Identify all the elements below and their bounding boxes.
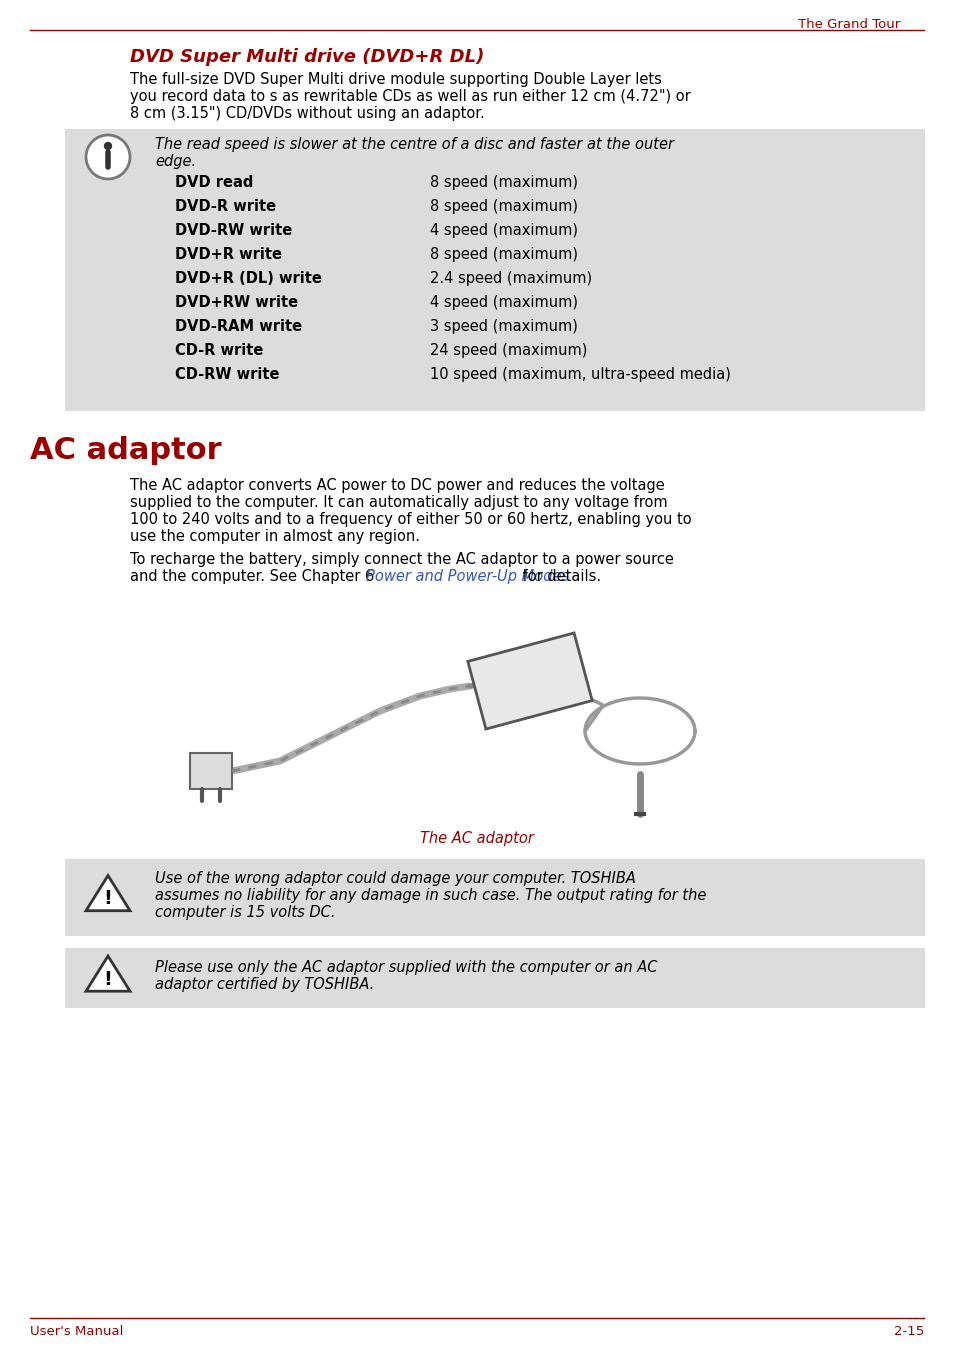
Text: 10 speed (maximum, ultra-speed media): 10 speed (maximum, ultra-speed media) bbox=[430, 367, 730, 382]
Text: 100 to 240 volts and to a frequency of either 50 or 60 hertz, enabling you to: 100 to 240 volts and to a frequency of e… bbox=[130, 513, 691, 527]
Text: DVD+RW write: DVD+RW write bbox=[174, 295, 297, 310]
Text: DVD-RW write: DVD-RW write bbox=[174, 223, 292, 237]
Text: !: ! bbox=[104, 970, 112, 989]
Text: CD-RW write: CD-RW write bbox=[174, 367, 279, 382]
Text: 2-15: 2-15 bbox=[893, 1325, 923, 1338]
Polygon shape bbox=[86, 956, 130, 992]
Text: !: ! bbox=[104, 889, 112, 908]
Text: Use of the wrong adaptor could damage your computer. TOSHIBA: Use of the wrong adaptor could damage yo… bbox=[154, 871, 636, 886]
Text: DVD-RAM write: DVD-RAM write bbox=[174, 318, 302, 335]
Text: 24 speed (maximum): 24 speed (maximum) bbox=[430, 343, 587, 357]
Text: 2.4 speed (maximum): 2.4 speed (maximum) bbox=[430, 271, 592, 286]
Text: computer is 15 volts DC.: computer is 15 volts DC. bbox=[154, 905, 335, 920]
Text: 8 speed (maximum): 8 speed (maximum) bbox=[430, 200, 578, 214]
Text: To recharge the battery, simply connect the AC adaptor to a power source: To recharge the battery, simply connect … bbox=[130, 552, 673, 567]
Circle shape bbox=[86, 135, 130, 179]
Text: User's Manual: User's Manual bbox=[30, 1325, 123, 1338]
Text: adaptor certified by TOSHIBA.: adaptor certified by TOSHIBA. bbox=[154, 977, 374, 992]
Text: The AC adaptor: The AC adaptor bbox=[419, 831, 534, 846]
Text: you record data to s as rewritable CDs as well as run either 12 cm (4.72") or: you record data to s as rewritable CDs a… bbox=[130, 89, 690, 104]
Text: The AC adaptor converts AC power to DC power and reduces the voltage: The AC adaptor converts AC power to DC p… bbox=[130, 478, 664, 492]
FancyBboxPatch shape bbox=[65, 130, 924, 411]
Text: assumes no liability for any damage in such case. The output rating for the: assumes no liability for any damage in s… bbox=[154, 888, 705, 902]
Text: DVD-R write: DVD-R write bbox=[174, 200, 275, 214]
Text: and the computer. See Chapter 6: and the computer. See Chapter 6 bbox=[130, 569, 378, 584]
Text: Please use only the AC adaptor supplied with the computer or an AC: Please use only the AC adaptor supplied … bbox=[154, 960, 657, 975]
Text: 3 speed (maximum): 3 speed (maximum) bbox=[430, 318, 578, 335]
Text: supplied to the computer. It can automatically adjust to any voltage from: supplied to the computer. It can automat… bbox=[130, 495, 667, 510]
Text: AC adaptor: AC adaptor bbox=[30, 436, 221, 465]
Text: CD-R write: CD-R write bbox=[174, 343, 263, 357]
Text: for details.: for details. bbox=[517, 569, 600, 584]
Text: DVD read: DVD read bbox=[174, 175, 253, 190]
Polygon shape bbox=[467, 633, 592, 728]
Circle shape bbox=[105, 143, 112, 150]
Text: DVD Super Multi drive (DVD+R DL): DVD Super Multi drive (DVD+R DL) bbox=[130, 49, 484, 66]
Text: DVD+R (DL) write: DVD+R (DL) write bbox=[174, 271, 321, 286]
Text: The read speed is slower at the centre of a disc and faster at the outer: The read speed is slower at the centre o… bbox=[154, 138, 673, 152]
Text: use the computer in almost any region.: use the computer in almost any region. bbox=[130, 529, 419, 544]
Text: DVD+R write: DVD+R write bbox=[174, 247, 282, 262]
FancyBboxPatch shape bbox=[65, 948, 924, 1008]
Text: edge.: edge. bbox=[154, 154, 196, 169]
Text: Power and Power-Up Modes: Power and Power-Up Modes bbox=[366, 569, 569, 584]
Text: The Grand Tour: The Grand Tour bbox=[797, 18, 899, 31]
Polygon shape bbox=[86, 876, 130, 911]
FancyBboxPatch shape bbox=[65, 859, 924, 936]
Text: 8 speed (maximum): 8 speed (maximum) bbox=[430, 175, 578, 190]
Text: 8 speed (maximum): 8 speed (maximum) bbox=[430, 247, 578, 262]
Text: 4 speed (maximum): 4 speed (maximum) bbox=[430, 223, 578, 237]
Text: 4 speed (maximum): 4 speed (maximum) bbox=[430, 295, 578, 310]
Text: The full-size DVD Super Multi drive module supporting Double Layer lets: The full-size DVD Super Multi drive modu… bbox=[130, 71, 661, 86]
Text: 8 cm (3.15") CD/DVDs without using an adaptor.: 8 cm (3.15") CD/DVDs without using an ad… bbox=[130, 107, 484, 121]
Polygon shape bbox=[190, 753, 232, 789]
